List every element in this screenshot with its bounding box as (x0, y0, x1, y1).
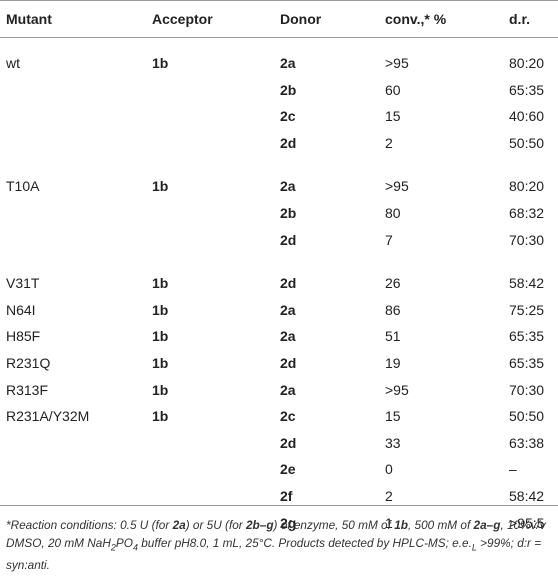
cell-donor: 2c (280, 408, 296, 424)
cell-mutant: N64I (6, 302, 36, 318)
cell-conversion: 2 (385, 488, 393, 504)
cell-mutant: R313F (6, 382, 49, 398)
cell-mutant: R231A/Y32M (6, 408, 90, 424)
cell-donor: 2d (280, 275, 297, 291)
cell-dr: 63:38 (509, 435, 545, 451)
header-acceptor: Acceptor (152, 11, 213, 27)
cell-donor: 2d (280, 135, 297, 151)
cell-donor: 2d (280, 232, 297, 248)
cell-acceptor: 1b (152, 328, 169, 344)
cell-donor: 2a (280, 302, 296, 318)
footnote-text: buffer pH8.0, 1 mL, 25°C. Products detec… (137, 536, 472, 550)
cell-dr: 50:50 (509, 408, 545, 424)
cell-conversion: 60 (385, 82, 401, 98)
footnote-text: *Reaction conditions: 0.5 U (for (6, 518, 173, 532)
footnote-text: PO (115, 536, 133, 550)
cell-dr: 65:35 (509, 328, 545, 344)
cell-dr: >95:5 (509, 515, 545, 531)
cell-acceptor: 1b (152, 408, 169, 424)
cell-acceptor: 1b (152, 382, 169, 398)
header-donor: Donor (280, 11, 322, 27)
cell-conversion: >95 (385, 178, 409, 194)
cell-acceptor: 1b (152, 178, 169, 194)
cell-conversion: 0 (385, 461, 393, 477)
cell-dr: 70:30 (509, 232, 545, 248)
footnote-compound: 2a–g (473, 518, 501, 532)
footnote-compound: 1b (394, 518, 408, 532)
cell-acceptor: 1b (152, 355, 169, 371)
cell-dr: 65:35 (509, 82, 545, 98)
footnote-subscript: 4 (132, 542, 138, 553)
footnote-subscript: L (471, 542, 477, 553)
cell-donor: 2d (280, 435, 297, 451)
footnote-text: , 500 mM of (407, 518, 474, 532)
footnote-compound: 2b–g (246, 518, 274, 532)
table-footnote: *Reaction conditions: 0.5 U (for 2a) or … (6, 516, 554, 574)
header-conversion: conv.,* % (385, 11, 447, 27)
cell-acceptor: 1b (152, 302, 169, 318)
cell-dr: 58:42 (509, 275, 545, 291)
cell-dr: 40:60 (509, 108, 545, 124)
cell-donor: 2e (280, 461, 296, 477)
cell-dr: 80:20 (509, 55, 545, 71)
cell-mutant: T10A (6, 178, 40, 194)
cell-conversion: 7 (385, 232, 393, 248)
cell-conversion: 80 (385, 205, 401, 221)
header-mutant: Mutant (6, 11, 52, 27)
cell-donor: 2g (280, 515, 297, 531)
bottom-rule (0, 505, 558, 506)
cell-conversion: 1 (385, 515, 393, 531)
cell-mutant: H85F (6, 328, 41, 344)
footnote-subscript: 2 (110, 542, 116, 553)
cell-donor: 2a (280, 328, 296, 344)
cell-donor: 2b (280, 82, 297, 98)
footnote-text: ) or 5U (for (185, 518, 246, 532)
cell-donor: 2a (280, 178, 296, 194)
cell-conversion: 15 (385, 408, 401, 424)
cell-conversion: 2 (385, 135, 393, 151)
cell-conversion: 26 (385, 275, 401, 291)
footnote-text: >99%; d:r = syn:anti. (6, 536, 542, 573)
footnote-compound: 2a (172, 518, 186, 532)
cell-acceptor: 1b (152, 275, 169, 291)
cell-conversion: >95 (385, 382, 409, 398)
cell-dr: 58:42 (509, 488, 545, 504)
cell-acceptor: 1b (152, 55, 169, 71)
footnote-text: ) of enzyme, 50 mM of (273, 518, 395, 532)
cell-dr: – (509, 461, 517, 477)
cell-donor: 2b (280, 205, 297, 221)
cell-donor: 2c (280, 108, 296, 124)
footnote-text: , 10%v/v DMSO, 20 mM NaH (6, 518, 546, 550)
header-rule (0, 37, 558, 38)
cell-dr: 65:35 (509, 355, 545, 371)
cell-donor: 2a (280, 382, 296, 398)
cell-mutant: wt (6, 55, 20, 71)
cell-conversion: 33 (385, 435, 401, 451)
cell-dr: 50:50 (509, 135, 545, 151)
cell-dr: 68:32 (509, 205, 545, 221)
cell-dr: 80:20 (509, 178, 545, 194)
cell-conversion: 15 (385, 108, 401, 124)
cell-conversion: 19 (385, 355, 401, 371)
cell-dr: 70:30 (509, 382, 545, 398)
cell-dr: 75:25 (509, 302, 545, 318)
cell-conversion: >95 (385, 55, 409, 71)
cell-mutant: R231Q (6, 355, 51, 371)
cell-donor: 2f (280, 488, 293, 504)
top-rule (0, 0, 558, 1)
cell-conversion: 86 (385, 302, 401, 318)
cell-conversion: 51 (385, 328, 401, 344)
cell-donor: 2d (280, 355, 297, 371)
header-dr: d.r. (509, 11, 531, 27)
cell-donor: 2a (280, 55, 296, 71)
cell-mutant: V31T (6, 275, 40, 291)
